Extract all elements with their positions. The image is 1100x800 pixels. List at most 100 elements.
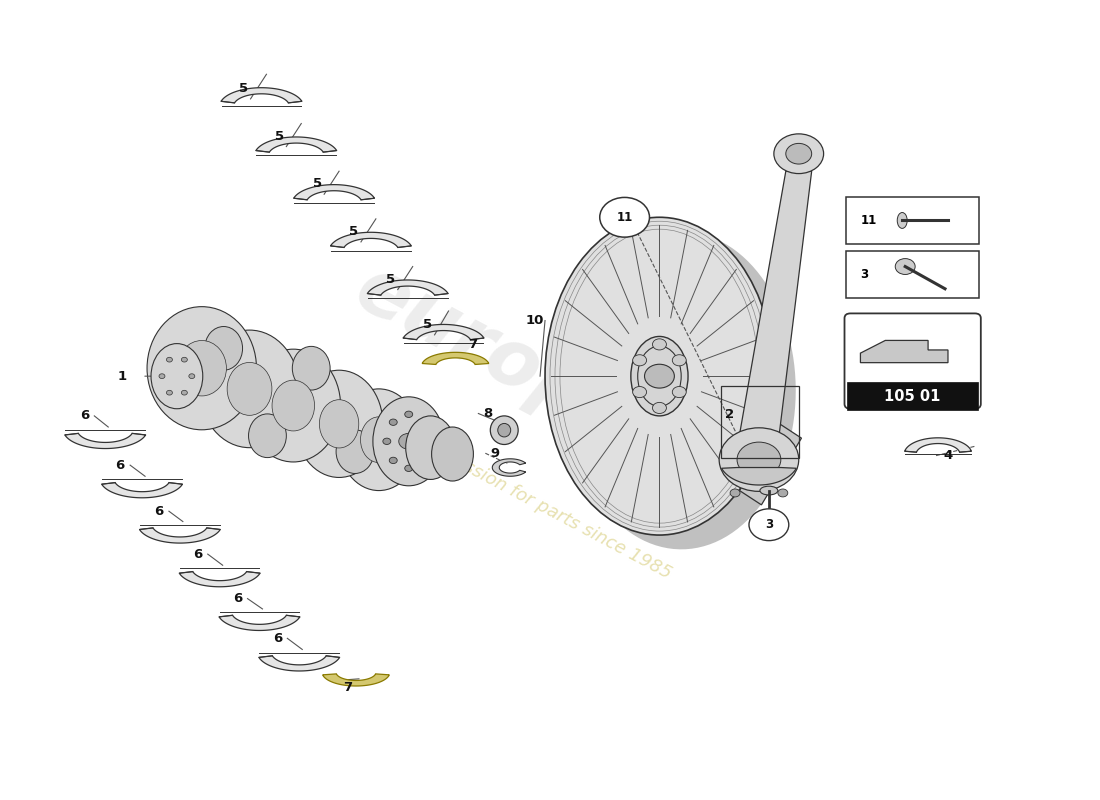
Polygon shape [330,232,411,247]
Ellipse shape [630,337,688,416]
Circle shape [182,390,187,395]
Circle shape [749,509,789,541]
Ellipse shape [227,362,272,415]
Text: 5: 5 [424,318,432,331]
Polygon shape [219,615,300,630]
Polygon shape [546,218,795,550]
FancyBboxPatch shape [845,314,981,409]
Text: 3: 3 [860,268,869,281]
Ellipse shape [272,380,315,431]
Circle shape [600,198,649,237]
Polygon shape [294,185,374,200]
Text: 105 01: 105 01 [884,389,940,403]
Ellipse shape [498,423,510,437]
Ellipse shape [361,417,397,462]
Text: 10: 10 [525,314,543,327]
Circle shape [672,386,686,398]
Circle shape [652,402,667,414]
Ellipse shape [151,343,202,409]
Text: 6: 6 [116,458,124,472]
Text: a passion for parts since 1985: a passion for parts since 1985 [426,439,674,583]
Ellipse shape [491,416,518,445]
Circle shape [785,143,812,164]
Polygon shape [179,571,260,586]
FancyBboxPatch shape [847,382,978,410]
Text: 5: 5 [386,273,395,286]
Ellipse shape [760,486,778,495]
Text: 6: 6 [194,548,202,561]
Text: 11: 11 [616,210,632,224]
Ellipse shape [898,213,907,229]
Ellipse shape [249,414,286,458]
Polygon shape [860,341,948,362]
Polygon shape [422,352,488,365]
Text: 6: 6 [79,410,89,422]
Polygon shape [140,528,220,543]
Circle shape [778,489,788,497]
Ellipse shape [338,389,420,490]
Circle shape [774,134,824,174]
Text: 7: 7 [343,681,353,694]
Text: 3: 3 [764,518,773,531]
Ellipse shape [246,349,341,462]
Text: 7: 7 [468,338,477,351]
Circle shape [632,386,647,398]
Circle shape [737,442,781,477]
Ellipse shape [373,397,444,486]
Ellipse shape [319,400,359,448]
Circle shape [719,428,799,491]
Ellipse shape [295,370,383,478]
Circle shape [427,438,434,445]
Circle shape [182,358,187,362]
Polygon shape [904,438,971,452]
Text: europarts: europarts [342,250,758,518]
Circle shape [389,458,397,463]
Polygon shape [722,467,796,485]
Text: 5: 5 [350,225,359,238]
Circle shape [405,465,412,471]
Circle shape [420,419,428,426]
Text: 8: 8 [484,407,493,420]
Polygon shape [65,434,145,449]
Text: 5: 5 [239,82,249,95]
Polygon shape [101,482,183,498]
Polygon shape [404,325,484,340]
Polygon shape [256,137,337,152]
Ellipse shape [177,341,227,396]
Circle shape [166,390,173,395]
Circle shape [895,258,915,274]
FancyBboxPatch shape [847,197,979,244]
Circle shape [420,458,428,463]
Circle shape [160,374,165,378]
Text: 6: 6 [273,632,282,645]
Circle shape [189,374,195,378]
Ellipse shape [293,346,330,390]
Circle shape [389,419,397,426]
Ellipse shape [200,330,299,448]
Circle shape [632,354,647,366]
Ellipse shape [337,430,374,474]
Circle shape [383,438,390,445]
Ellipse shape [431,427,473,481]
Text: 9: 9 [491,446,499,460]
Circle shape [730,489,740,497]
Polygon shape [221,88,301,103]
Circle shape [399,434,419,450]
Text: 5: 5 [275,130,284,142]
Polygon shape [322,674,389,686]
Circle shape [405,411,412,418]
Polygon shape [258,656,340,671]
Circle shape [645,364,674,388]
FancyBboxPatch shape [847,250,979,298]
Circle shape [672,354,686,366]
Text: 2: 2 [725,408,734,421]
Ellipse shape [544,218,774,535]
Text: 6: 6 [233,592,242,605]
Ellipse shape [406,416,455,479]
Polygon shape [493,458,526,476]
Text: 1: 1 [118,370,127,382]
Text: 6: 6 [154,505,164,518]
Ellipse shape [205,326,243,370]
Polygon shape [739,424,802,505]
Circle shape [166,358,173,362]
